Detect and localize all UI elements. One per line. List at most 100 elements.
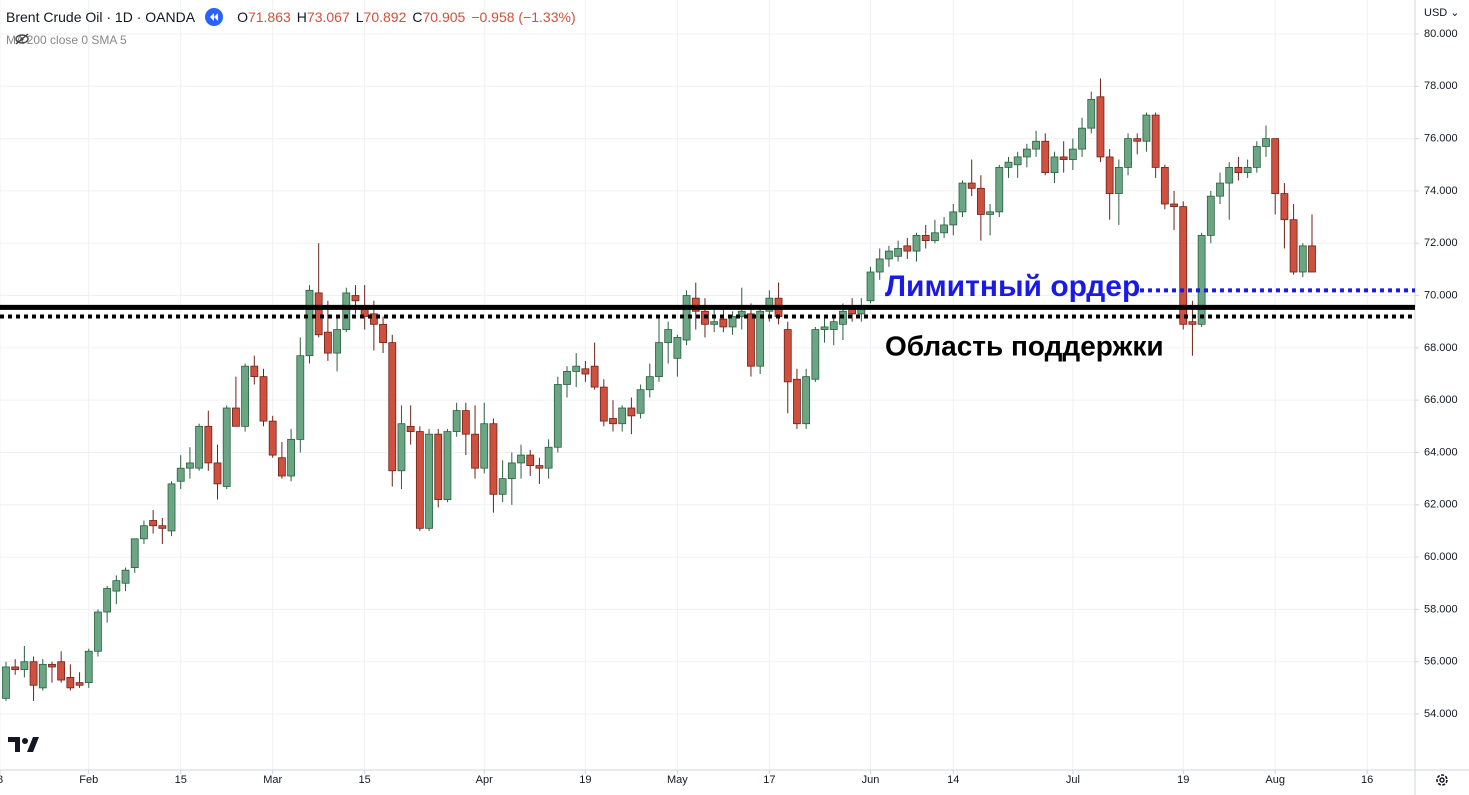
candle-body: [1170, 203, 1178, 208]
candle-body: [1142, 114, 1151, 142]
y-tick-label: 68.000: [1424, 342, 1458, 354]
candle-body: [397, 423, 406, 472]
candle-body: [829, 321, 838, 330]
candle-body: [1188, 321, 1197, 325]
candle-body: [20, 661, 29, 670]
settings-icon[interactable]: [1434, 772, 1450, 788]
candle-body: [737, 310, 746, 317]
candle-body: [664, 329, 673, 344]
replay-icon[interactable]: [205, 8, 224, 26]
candle-body: [921, 234, 930, 242]
candle-body: [268, 420, 277, 456]
candle-body: [130, 538, 139, 568]
candle-body: [1280, 193, 1289, 221]
candle-body: [48, 663, 56, 668]
candle-body: [793, 378, 801, 425]
quote-item: L70.892: [356, 9, 407, 25]
quote-item: H73.067: [297, 9, 350, 25]
candle-body: [480, 423, 489, 469]
candle-body: [976, 187, 985, 215]
y-tick-label: 72.000: [1424, 237, 1458, 249]
candle-body: [507, 462, 516, 480]
candle-body: [452, 410, 461, 432]
candle-body: [57, 661, 66, 681]
candle-body: [277, 457, 286, 477]
candle-body: [1298, 245, 1307, 273]
x-tick-label: 15: [359, 774, 371, 786]
annotation: Лимитный ордер: [885, 270, 1140, 303]
candle-body: [599, 386, 608, 422]
symbol: Brent Crude Oil · 1D · OANDA: [6, 9, 196, 25]
candle-body: [1262, 138, 1270, 147]
x-tick-label: 16: [1361, 774, 1373, 786]
quote-label: O: [237, 9, 248, 25]
candle-body: [149, 520, 158, 527]
candle-body: [1234, 166, 1243, 174]
candle-body: [323, 331, 332, 354]
candle-body: [75, 682, 84, 686]
candle-body: [995, 166, 1004, 213]
candle-body: [747, 313, 755, 367]
candle-body: [885, 250, 893, 260]
candle-body: [425, 433, 433, 529]
candle-body: [710, 321, 719, 325]
candle-body: [912, 234, 921, 252]
candle-body: [415, 431, 424, 529]
y-tick-label: 60.000: [1424, 551, 1458, 563]
quote-item: O71.863: [237, 9, 291, 25]
candle-body: [259, 376, 268, 422]
y-tick-label: 66.000: [1424, 394, 1458, 406]
candle-body: [728, 316, 737, 328]
candle-body: [2, 666, 10, 699]
logo[interactable]: [8, 737, 40, 753]
candle-body: [517, 454, 525, 464]
candle-body: [1160, 166, 1169, 205]
currency[interactable]: USD ⌄: [1424, 7, 1460, 19]
candle-body: [1197, 234, 1206, 325]
candle-body: [1308, 245, 1316, 273]
candle-body: [434, 433, 443, 500]
y-tick-label: 80.000: [1424, 28, 1458, 40]
x-tick-label: Aug: [1265, 774, 1285, 786]
candle-body: [958, 182, 967, 213]
candle-body: [1022, 148, 1031, 158]
candle-body: [949, 211, 958, 226]
candle-body: [121, 569, 130, 584]
candle-body: [1271, 138, 1280, 194]
candle-body: [1206, 195, 1215, 236]
y-tick-label: 74.000: [1424, 185, 1458, 197]
candle-body: [1096, 96, 1105, 158]
candle-body: [1041, 140, 1050, 174]
candle-body: [333, 329, 341, 354]
candle-body: [305, 289, 314, 357]
quote: O71.863 H73.067 L70.892 C70.905: [231, 9, 465, 25]
quote-item: C70.905: [412, 9, 465, 25]
candle-body: [719, 318, 728, 328]
candle-body: [1151, 114, 1160, 168]
candle-body: [158, 525, 167, 529]
indicator[interactable]: MA 200 close 0 SMA 5: [6, 33, 127, 47]
x-tick-label: 19: [1177, 774, 1189, 786]
candle-body: [783, 329, 792, 383]
candle-body: [461, 410, 470, 435]
candle-body: [296, 355, 305, 440]
candle-body: [388, 342, 397, 472]
candle-body: [1133, 138, 1142, 142]
candle-body: [29, 661, 38, 686]
candle-body: [213, 462, 222, 485]
candle-body: [820, 326, 829, 330]
candle-body: [287, 439, 295, 477]
currency-label: USD: [1424, 7, 1448, 19]
quote-value: 71.863: [247, 9, 291, 25]
candle-body: [1059, 156, 1068, 160]
hide-icon[interactable]: [14, 33, 30, 45]
candle-body: [986, 211, 994, 215]
candle-body: [967, 182, 976, 189]
x-tick-label: Jul: [1066, 774, 1080, 786]
y-tick-label: 76.000: [1424, 133, 1458, 145]
candle-body: [84, 650, 93, 684]
x-tick-label: 14: [947, 774, 959, 786]
candle-body: [1252, 146, 1261, 168]
